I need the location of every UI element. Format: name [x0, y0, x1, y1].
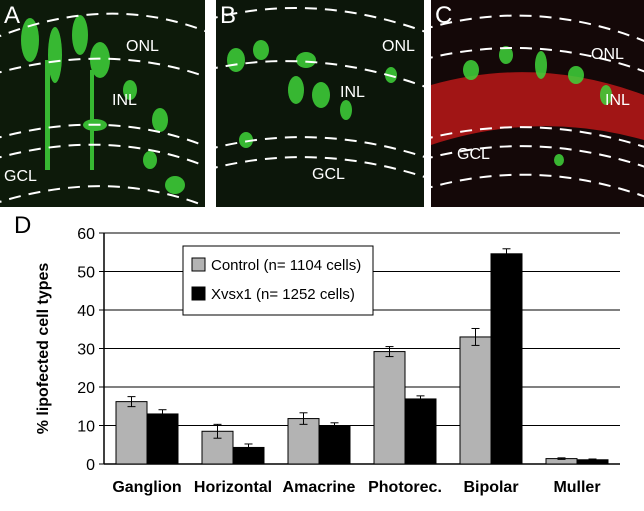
bar-control-ganglion: [115, 401, 148, 465]
legend: [182, 245, 374, 316]
bar-xvsx1-ganglion: [146, 413, 179, 465]
panel-a-letter: A: [4, 2, 21, 29]
x-tick-label: Muller: [553, 479, 600, 496]
panel-b-onl-label: ONL: [382, 38, 415, 55]
legend-label-xvsx1: Xvsx1 (n= 1252 cells): [211, 286, 355, 303]
y-tick-label: 40: [77, 303, 95, 320]
y-tick-label: 30: [77, 342, 95, 359]
panel-b: B ONL INL GCL: [216, 0, 424, 207]
bar-control-amacrine: [287, 418, 320, 465]
panel-a-onl-label: ONL: [126, 38, 159, 55]
y-tick-label: 60: [77, 226, 95, 243]
y-tick-label: 0: [86, 457, 95, 474]
panel-c-gcl-label: GCL: [457, 146, 490, 163]
panel-d-letter: D: [14, 212, 32, 239]
panel-c: C ONL INL GCL: [431, 0, 644, 207]
bar-control-photorec: [373, 351, 406, 465]
legend-swatch-control: [191, 257, 206, 272]
panel-d-chart: 0 10 20 30 40 50 60 % lipofected cell types Gang…: [0, 212, 644, 506]
x-tick-label: Horizontal: [194, 479, 272, 496]
bar-xvsx1-bipolar: [490, 253, 523, 465]
y-tick-label: 20: [77, 380, 95, 397]
x-tick-label: Ganglion: [112, 479, 181, 496]
panel-a-inl-label: INL: [112, 92, 137, 109]
x-tick-label: Photorec.: [368, 479, 442, 496]
panel-c-image: [431, 0, 644, 207]
panel-a-image: [0, 0, 205, 207]
bar-xvsx1-photorec: [404, 398, 437, 465]
y-axis-label: % lipofected cell types: [35, 263, 52, 435]
panel-b-image: [216, 0, 424, 207]
bar-control-bipolar: [459, 336, 492, 465]
panel-a-gcl-label: GCL: [4, 168, 37, 185]
panel-c-letter: C: [435, 2, 453, 29]
legend-swatch-xvsx1: [191, 286, 206, 301]
x-tick-label: Amacrine: [283, 479, 356, 496]
y-tick-label: 50: [77, 265, 95, 282]
panel-a: A ONL INL GCL: [0, 0, 205, 207]
bar-xvsx1-amacrine: [318, 425, 351, 465]
bar-chart: 0 10 20 30 40 50 60 % lipofected cell types Gang…: [35, 226, 620, 496]
panel-b-gcl-label: GCL: [312, 166, 345, 183]
panel-b-letter: B: [220, 2, 237, 29]
x-tick-label: Bipolar: [463, 479, 518, 496]
panel-c-inl-label: INL: [605, 92, 630, 109]
panel-c-onl-label: ONL: [591, 46, 624, 63]
panel-b-inl-label: INL: [340, 84, 365, 101]
legend-label-control: Control (n= 1104 cells): [211, 257, 361, 274]
y-tick-label: 10: [77, 419, 95, 436]
